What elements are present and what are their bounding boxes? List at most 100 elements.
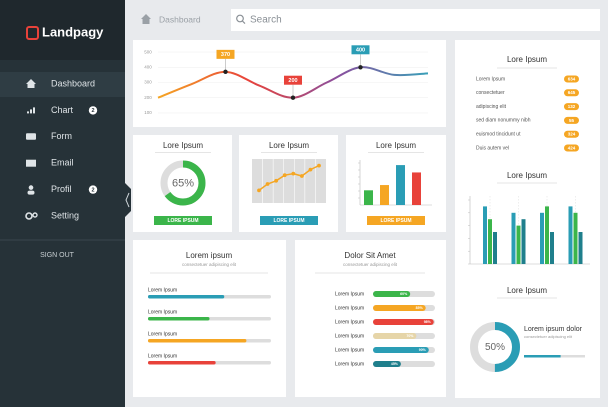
menu-icon: [27, 190, 35, 195]
bar: [568, 206, 573, 264]
card-title: Lore Ipsum: [163, 141, 203, 150]
badge: [564, 103, 579, 111]
callout: [351, 45, 370, 55]
bar-label: Lorem Ipsum: [335, 291, 364, 297]
button[interactable]: [260, 216, 318, 225]
menu-item[interactable]: Dashboard: [51, 78, 95, 88]
menu-icon: [26, 133, 36, 140]
button[interactable]: [367, 216, 425, 225]
data-label: 90%: [419, 348, 427, 352]
bar: [373, 361, 401, 367]
sign-out[interactable]: SIGN OUT: [40, 252, 75, 259]
search-placeholder[interactable]: Search: [250, 15, 282, 26]
data-label: 85%: [416, 306, 424, 310]
sidebar: [0, 0, 125, 407]
bar: [373, 305, 426, 311]
menu-icon: [26, 79, 36, 88]
y-tick-label: 400: [144, 64, 152, 69]
bar: [516, 225, 521, 264]
data-label: 400: [356, 47, 365, 53]
bar: [521, 219, 526, 264]
bar-label: Lorem Ipsum: [335, 319, 364, 325]
point: [291, 171, 296, 176]
point: [274, 178, 279, 183]
point: [282, 173, 287, 178]
bar-label: Lorem Ipsum: [335, 347, 364, 353]
bar: [540, 212, 544, 264]
badge: [88, 106, 98, 115]
active-row: [0, 72, 125, 97]
subtitle: consectetuer adipiscing elit: [182, 262, 237, 267]
card-title: Lore Ipsum: [269, 141, 309, 150]
card-title: Lore Ipsum: [376, 141, 416, 150]
bar: [373, 319, 434, 325]
card: [295, 240, 446, 397]
callout: [216, 49, 235, 59]
data-label: 370: [221, 52, 230, 58]
chart-bg: [252, 159, 326, 203]
y-tick-label: 200: [144, 95, 152, 100]
data-label: 70%: [406, 334, 414, 338]
bar: [511, 212, 516, 264]
bar: [573, 212, 578, 264]
button-label[interactable]: LORE IPSUM: [380, 218, 411, 224]
menu-item[interactable]: Setting: [51, 210, 79, 220]
badge-text: 324: [568, 132, 576, 137]
badge-text: 634: [568, 76, 576, 81]
menu-icon: [30, 109, 32, 114]
data-label: 60%: [400, 292, 408, 296]
bar: [493, 232, 497, 264]
list-label: Duis autem vel: [476, 145, 509, 151]
card-title: Lorem ipsum: [186, 251, 233, 260]
breadcrumb[interactable]: Dashboard: [159, 14, 201, 24]
search-icon: [241, 20, 246, 25]
progress-fill: [148, 339, 247, 343]
badge: [88, 185, 98, 194]
data-label: 45%: [391, 362, 399, 366]
progress-fill: [148, 295, 225, 299]
bar-label: Lorem Ipsum: [335, 361, 364, 367]
menu-item[interactable]: Profil: [51, 184, 72, 194]
logo-area: [0, 0, 125, 60]
list-label: Lorem Ipsum: [476, 76, 505, 82]
collapse-arrow: [125, 192, 130, 208]
card-title: Lore Ipsum: [507, 171, 547, 180]
bar: [488, 219, 492, 264]
home-icon[interactable]: [141, 14, 151, 24]
callout: [284, 75, 302, 85]
progress-label: Lorem Ipsum: [148, 287, 177, 293]
list-label: sed diam nonummy nibh: [476, 118, 531, 124]
button-label[interactable]: LORE IPSUM: [273, 218, 304, 224]
badge: [564, 89, 579, 97]
bar: [483, 206, 487, 264]
menu-icon: [26, 159, 36, 167]
badge-text: 55: [569, 118, 575, 123]
button-label[interactable]: LORE IPSUM: [167, 218, 198, 224]
y-tick-label: 300: [144, 80, 152, 85]
card-title: Lore Ipsum: [507, 286, 547, 295]
menu-icon: [25, 212, 33, 220]
menu-item[interactable]: Chart: [51, 105, 74, 115]
menu-item[interactable]: Form: [51, 131, 72, 141]
button[interactable]: [154, 216, 212, 225]
card: [133, 135, 232, 232]
point: [223, 69, 228, 75]
bar: [364, 190, 373, 205]
badge: [564, 116, 579, 124]
logo-icon: [26, 26, 39, 40]
bar: [380, 185, 389, 205]
donut-label: 50%: [485, 342, 505, 353]
progress-fill: [148, 317, 210, 321]
search-box[interactable]: [231, 9, 600, 31]
point: [308, 167, 313, 172]
collapse-tab[interactable]: [125, 183, 131, 217]
badge-text: 424: [568, 145, 576, 150]
bar: [373, 291, 411, 297]
card-title: Dolor Sit Amet: [344, 251, 396, 260]
bar: [373, 347, 429, 353]
donut-label: 65%: [172, 177, 194, 189]
point: [265, 182, 270, 186]
progress-label: Lorem Ipsum: [148, 309, 177, 315]
menu-item[interactable]: Email: [51, 158, 74, 168]
